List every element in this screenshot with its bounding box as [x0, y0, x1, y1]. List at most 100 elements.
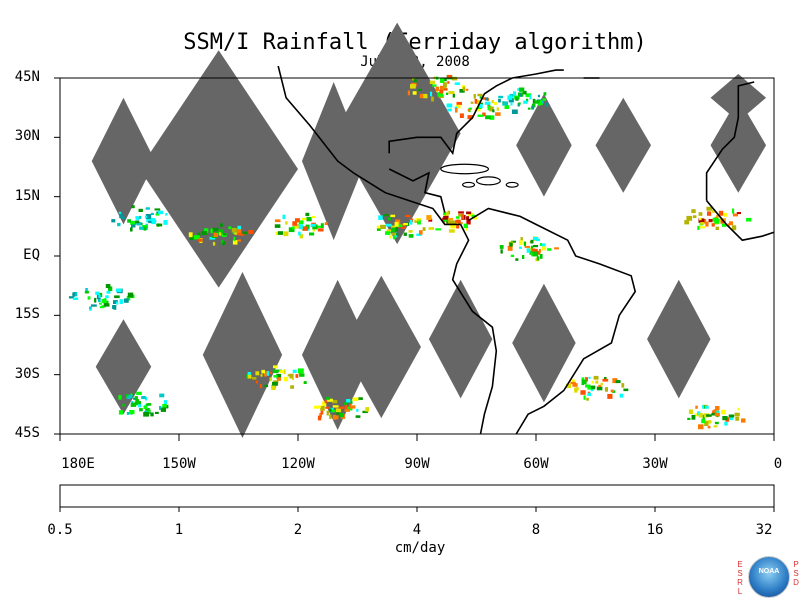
rain-cell — [272, 369, 279, 374]
rain-cell — [276, 377, 281, 381]
rain-cell — [390, 214, 396, 218]
rain-cell — [706, 414, 712, 417]
rain-cell — [129, 410, 135, 415]
rain-cell — [428, 227, 435, 230]
rain-cell — [704, 421, 709, 426]
rain-cell — [290, 385, 294, 389]
rain-cell — [72, 292, 76, 297]
coastline — [388, 168, 446, 213]
rain-cell — [440, 78, 445, 83]
rain-cell — [422, 227, 426, 231]
rain-cell — [237, 239, 241, 242]
rain-cell — [515, 258, 519, 261]
rain-cell — [118, 211, 122, 214]
rain-cell — [417, 218, 421, 222]
rain-cell — [531, 105, 535, 110]
rain-cell — [154, 208, 161, 211]
rain-cell — [699, 217, 702, 221]
rain-cell — [94, 297, 97, 303]
rain-cell — [443, 219, 449, 222]
rain-cell — [619, 393, 624, 398]
longitude-label: 60W — [523, 456, 549, 472]
rain-cell — [163, 400, 167, 405]
colorbar-label: 8 — [531, 522, 541, 538]
rain-cell — [443, 84, 447, 88]
rain-cell — [467, 109, 471, 112]
rain-cell — [514, 96, 519, 100]
rain-cell — [332, 415, 339, 420]
rain-cell — [239, 233, 245, 236]
data-gap-swaths — [91, 22, 767, 438]
rain-cell — [537, 102, 541, 106]
rain-cell — [288, 227, 295, 233]
island — [462, 181, 476, 188]
rain-cell — [468, 212, 474, 217]
rain-cell — [498, 98, 501, 103]
rain-cell — [350, 400, 353, 405]
rain-cell — [120, 217, 126, 220]
rain-cell — [604, 387, 608, 392]
rain-cell — [735, 416, 740, 421]
rain-cell — [391, 225, 396, 229]
rain-cell — [447, 108, 452, 112]
rain-cell — [408, 234, 414, 238]
rain-cell — [356, 408, 359, 412]
rain-cell — [213, 233, 218, 237]
rain-cell — [529, 94, 532, 100]
rain-cell — [320, 410, 324, 415]
rain-cell — [387, 217, 391, 221]
rain-cell — [198, 238, 203, 242]
rain-cell — [119, 299, 123, 304]
rain-cell — [84, 290, 89, 294]
rain-cell — [143, 405, 148, 409]
rain-cell — [355, 415, 361, 418]
rain-cell — [136, 391, 142, 395]
rain-cell — [540, 243, 546, 247]
rain-cell — [697, 225, 700, 230]
rain-cell — [259, 384, 262, 389]
longitude-label: 30W — [642, 456, 668, 472]
rain-cell — [545, 102, 549, 107]
rain-cell — [471, 214, 476, 218]
rain-cell — [691, 209, 696, 214]
rain-cell — [541, 100, 544, 104]
rain-cell — [228, 226, 232, 230]
rain-cell — [407, 90, 410, 96]
rain-cell — [504, 105, 510, 109]
rain-cell — [405, 214, 411, 218]
rain-cell — [138, 208, 143, 212]
rain-cell — [336, 411, 339, 415]
rain-cell — [491, 99, 494, 104]
rain-cell — [218, 232, 222, 236]
rain-cell — [143, 412, 150, 417]
rain-cell — [222, 242, 225, 245]
rain-cell — [612, 378, 618, 384]
rain-cell — [721, 223, 727, 227]
rain-cell — [85, 288, 88, 292]
rain-cell — [141, 396, 146, 400]
rain-cell — [117, 222, 121, 227]
rain-cell — [458, 211, 464, 214]
rain-cell — [394, 221, 399, 227]
rain-cell — [530, 239, 534, 244]
rain-cell — [135, 399, 140, 404]
rain-cell — [732, 213, 738, 217]
rain-cell — [231, 228, 237, 233]
rain-cell — [456, 216, 460, 219]
rain-cell — [708, 420, 712, 424]
rain-cell — [454, 82, 460, 85]
rain-cell — [312, 224, 318, 230]
rain-cell — [539, 100, 543, 105]
rain-cell — [607, 393, 613, 399]
rain-cell — [329, 408, 332, 412]
rain-cell — [105, 284, 111, 289]
rain-cell — [232, 240, 238, 245]
rain-cell — [150, 212, 154, 215]
rain-cell — [707, 211, 712, 216]
rain-cell — [331, 409, 336, 413]
rain-cell — [302, 226, 308, 231]
rain-cell — [403, 223, 408, 226]
colorbar-units: cm/day — [394, 540, 446, 556]
rain-cell — [159, 406, 162, 410]
